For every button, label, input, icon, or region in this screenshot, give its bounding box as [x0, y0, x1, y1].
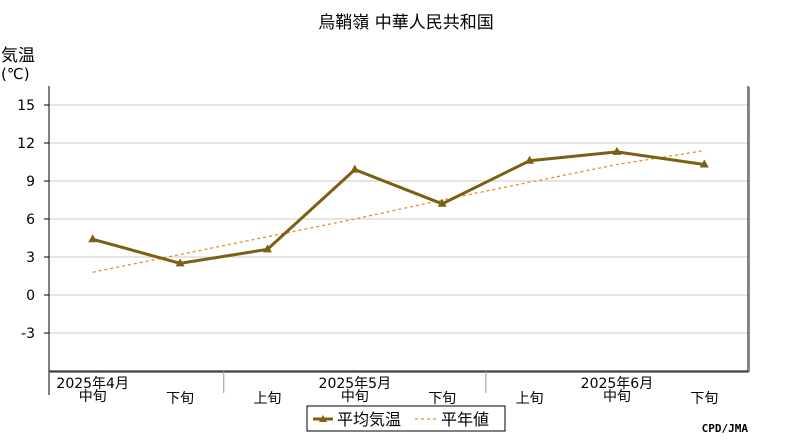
- y-tick-label: 3: [26, 250, 35, 266]
- x-dekad-label: 下旬: [428, 391, 456, 407]
- y-tick-label: 0: [26, 288, 35, 304]
- data-point: [175, 258, 185, 267]
- x-month-label: 2025年6月: [581, 376, 654, 392]
- data-point: [262, 244, 272, 253]
- legend-label-normal: 平年値: [441, 410, 489, 429]
- legend-marker-mean: [319, 415, 327, 422]
- legend-label-mean: 平均気温: [337, 410, 401, 429]
- data-point: [525, 155, 535, 164]
- y-axis-unit: (℃): [1, 65, 30, 83]
- x-dekad-label: 上旬: [516, 391, 544, 407]
- data-point: [612, 146, 622, 155]
- y-axis-label: 気温: [1, 46, 35, 66]
- series-line-mean: [92, 150, 705, 265]
- y-tick-label: 12: [17, 136, 35, 152]
- y-tick-label: -3: [21, 326, 35, 342]
- series-line-normal: [92, 149, 705, 273]
- data-point: [88, 234, 98, 243]
- credit-label: CPD/JMA: [702, 422, 749, 435]
- legend-box: [306, 405, 506, 432]
- x-dekad-label: 中旬: [341, 389, 369, 405]
- y-tick-label: 6: [26, 212, 35, 228]
- x-month-label: 2025年5月: [319, 376, 392, 392]
- x-dekad-label: 中旬: [603, 389, 631, 405]
- x-dekad-label: 下旬: [166, 391, 194, 407]
- legend: 平均気温 平年値: [306, 405, 506, 432]
- x-month-label: 2025年4月: [56, 376, 129, 392]
- data-point: [699, 159, 709, 168]
- data-point: [437, 198, 447, 207]
- x-dekad-label: 上旬: [253, 391, 281, 407]
- chart-title: 烏鞘嶺 中華人民共和国: [318, 13, 493, 33]
- data-point: [350, 164, 360, 173]
- plot-area: [49, 86, 748, 371]
- y-tick-label: 9: [26, 174, 35, 190]
- x-dekad-label: 中旬: [79, 389, 107, 405]
- x-dekad-label: 下旬: [690, 391, 718, 407]
- y-tick-label: 15: [17, 98, 35, 114]
